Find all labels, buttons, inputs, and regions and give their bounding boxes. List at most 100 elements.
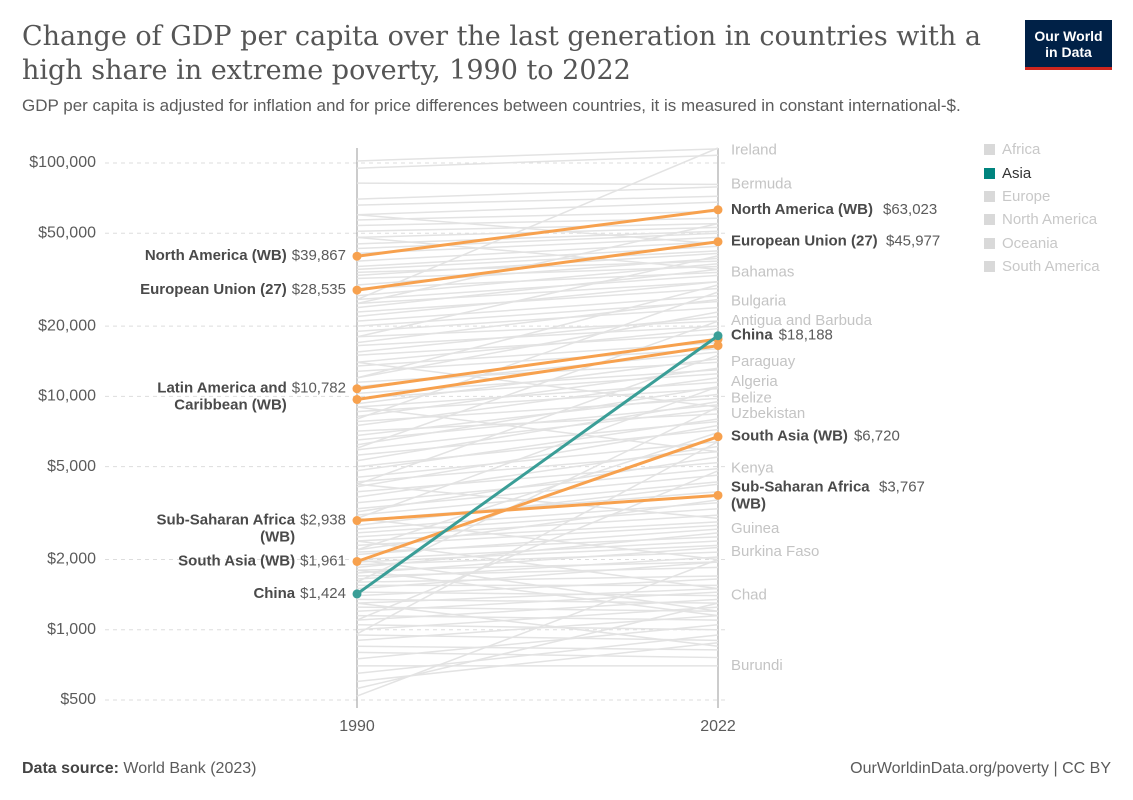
owid-logo[interactable]: Our World in Data bbox=[1025, 20, 1112, 70]
country-line[interactable] bbox=[356, 280, 719, 305]
series-start-point[interactable] bbox=[352, 556, 362, 566]
country-line[interactable] bbox=[356, 393, 719, 437]
country-line[interactable] bbox=[356, 556, 719, 580]
country-line[interactable] bbox=[356, 306, 719, 333]
country-line[interactable] bbox=[356, 456, 719, 513]
country-line[interactable] bbox=[356, 521, 719, 542]
country-line[interactable] bbox=[356, 311, 719, 379]
country-line[interactable] bbox=[356, 507, 719, 534]
country-line[interactable] bbox=[356, 240, 719, 262]
country-line[interactable] bbox=[356, 558, 719, 697]
country-line[interactable] bbox=[356, 320, 719, 338]
country-line[interactable] bbox=[356, 284, 719, 379]
legend-item[interactable]: Oceania bbox=[984, 232, 1100, 255]
country-line[interactable] bbox=[356, 440, 719, 635]
country-line[interactable] bbox=[356, 280, 719, 318]
country-line[interactable] bbox=[356, 551, 719, 566]
country-line[interactable] bbox=[356, 634, 719, 675]
country-line[interactable] bbox=[356, 431, 719, 551]
legend-item[interactable]: Asia bbox=[984, 161, 1100, 184]
country-line[interactable] bbox=[356, 569, 719, 617]
country-line[interactable] bbox=[356, 587, 719, 604]
country-line[interactable] bbox=[356, 532, 719, 569]
country-line[interactable] bbox=[356, 483, 719, 520]
country-line[interactable] bbox=[356, 300, 719, 327]
legend-item[interactable]: Africa bbox=[984, 138, 1100, 161]
country-line[interactable] bbox=[356, 222, 719, 305]
country-line[interactable] bbox=[356, 325, 719, 347]
country-line[interactable] bbox=[356, 201, 719, 216]
country-line[interactable] bbox=[356, 517, 719, 561]
country-line[interactable] bbox=[356, 230, 719, 245]
country-line[interactable] bbox=[356, 461, 719, 493]
country-line[interactable] bbox=[356, 566, 719, 577]
country-line[interactable] bbox=[356, 544, 719, 563]
country-line[interactable] bbox=[356, 217, 719, 227]
series-end-point[interactable] bbox=[713, 432, 723, 442]
series-start-point[interactable] bbox=[352, 589, 362, 599]
country-line[interactable] bbox=[356, 470, 719, 621]
country-line[interactable] bbox=[356, 357, 719, 405]
country-line[interactable] bbox=[356, 591, 719, 613]
series-line[interactable] bbox=[356, 240, 719, 292]
series-end-point[interactable] bbox=[713, 205, 723, 215]
country-line[interactable] bbox=[356, 250, 719, 271]
series-line[interactable] bbox=[356, 493, 719, 523]
series-line[interactable] bbox=[356, 208, 719, 258]
country-line[interactable] bbox=[356, 400, 719, 462]
series-start-point[interactable] bbox=[352, 516, 362, 526]
country-line[interactable] bbox=[356, 214, 719, 245]
country-line[interactable] bbox=[356, 195, 719, 206]
country-line[interactable] bbox=[356, 385, 719, 446]
series-end-point[interactable] bbox=[713, 341, 723, 351]
country-line[interactable] bbox=[356, 287, 719, 313]
source-link[interactable]: OurWorldinData.org/poverty | CC BY bbox=[850, 760, 1111, 777]
country-line[interactable] bbox=[356, 440, 719, 479]
country-line[interactable] bbox=[356, 186, 719, 200]
country-line[interactable] bbox=[356, 232, 719, 250]
country-line[interactable] bbox=[356, 354, 719, 486]
country-line[interactable] bbox=[356, 148, 719, 162]
series-start-point[interactable] bbox=[352, 251, 362, 261]
country-line[interactable] bbox=[356, 602, 719, 647]
series-line[interactable] bbox=[356, 344, 719, 401]
country-line[interactable] bbox=[356, 298, 719, 344]
legend-item[interactable]: South America bbox=[984, 255, 1100, 278]
country-line[interactable] bbox=[356, 255, 719, 338]
series-end-point[interactable] bbox=[713, 490, 723, 500]
country-line[interactable] bbox=[356, 236, 719, 255]
country-line[interactable] bbox=[356, 274, 719, 301]
country-line[interactable] bbox=[356, 236, 719, 271]
country-line[interactable] bbox=[356, 558, 719, 613]
country-line[interactable] bbox=[356, 182, 719, 186]
country-line[interactable] bbox=[356, 406, 719, 453]
country-line[interactable] bbox=[356, 624, 719, 660]
country-line[interactable] bbox=[356, 575, 719, 583]
country-line[interactable] bbox=[356, 406, 719, 583]
country-line[interactable] bbox=[356, 445, 719, 498]
country-line[interactable] bbox=[356, 154, 719, 169]
country-line[interactable] bbox=[356, 606, 719, 631]
country-line[interactable] bbox=[356, 602, 719, 690]
country-line[interactable] bbox=[356, 561, 719, 590]
legend-item[interactable]: Europe bbox=[984, 185, 1100, 208]
country-line[interactable] bbox=[356, 483, 719, 527]
country-line[interactable] bbox=[356, 291, 719, 420]
country-line[interactable] bbox=[356, 386, 719, 520]
country-line[interactable] bbox=[356, 540, 719, 590]
series-line[interactable] bbox=[356, 334, 719, 596]
country-line[interactable] bbox=[356, 514, 719, 538]
legend-item[interactable]: North America bbox=[984, 208, 1100, 231]
country-line[interactable] bbox=[356, 361, 719, 408]
series-line[interactable] bbox=[356, 435, 719, 563]
series-start-point[interactable] bbox=[352, 384, 362, 394]
series-line[interactable] bbox=[356, 337, 719, 391]
country-line[interactable] bbox=[356, 147, 719, 301]
country-line[interactable] bbox=[356, 377, 719, 427]
country-line[interactable] bbox=[356, 268, 719, 309]
series-start-point[interactable] bbox=[352, 285, 362, 295]
country-line[interactable] bbox=[356, 252, 719, 277]
country-line[interactable] bbox=[356, 222, 719, 232]
series-end-point[interactable] bbox=[713, 331, 723, 341]
series-start-point[interactable] bbox=[352, 394, 362, 404]
